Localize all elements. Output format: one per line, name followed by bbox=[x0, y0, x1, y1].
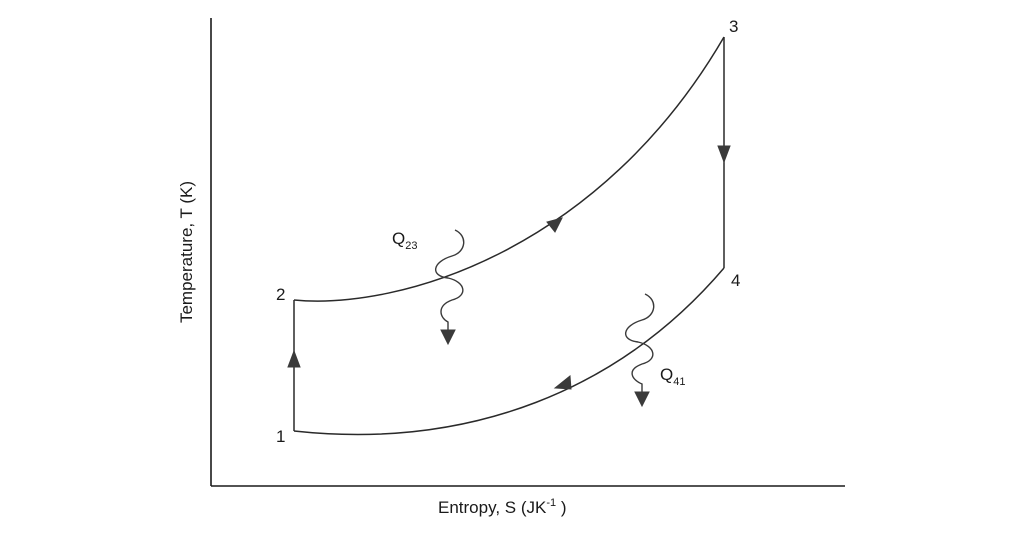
heat-q41-wavy-arrow bbox=[625, 293, 655, 392]
y-axis-label: Temperature, T (K) bbox=[177, 181, 196, 323]
state-label-3: 3 bbox=[729, 17, 738, 36]
arrow-lower-curve-icon bbox=[553, 375, 572, 390]
x-axis-label-sup: -1 bbox=[546, 497, 556, 509]
heat-label-q23: Q23 bbox=[392, 229, 417, 252]
x-axis-label-main: Entropy, S (JK bbox=[438, 498, 547, 517]
state-label-1: 1 bbox=[276, 427, 285, 446]
heat-q23-arrowhead-icon bbox=[440, 329, 456, 346]
arrow-upper-curve-icon bbox=[546, 217, 563, 233]
heat-q41-arrowhead-icon bbox=[634, 391, 650, 408]
heat-label-q23-subscript: 23 bbox=[405, 240, 417, 252]
heat-label-q23-symbol: Q bbox=[392, 229, 405, 248]
state-label-4: 4 bbox=[731, 271, 740, 290]
x-axis-label: Entropy, S (JK-1 ) bbox=[438, 497, 567, 517]
process-4-1-curve bbox=[293, 267, 725, 436]
state-label-2: 2 bbox=[276, 285, 285, 304]
heat-q23-wavy-arrow bbox=[435, 229, 465, 332]
heat-label-q41: Q41 bbox=[660, 365, 685, 388]
arrow-up-icon bbox=[287, 349, 301, 368]
heat-label-q41-symbol: Q bbox=[660, 365, 673, 384]
x-axis-label-close: ) bbox=[556, 498, 566, 517]
arrow-down-icon bbox=[717, 145, 731, 164]
process-2-3-curve bbox=[293, 36, 725, 302]
heat-label-q41-subscript: 41 bbox=[673, 376, 685, 388]
